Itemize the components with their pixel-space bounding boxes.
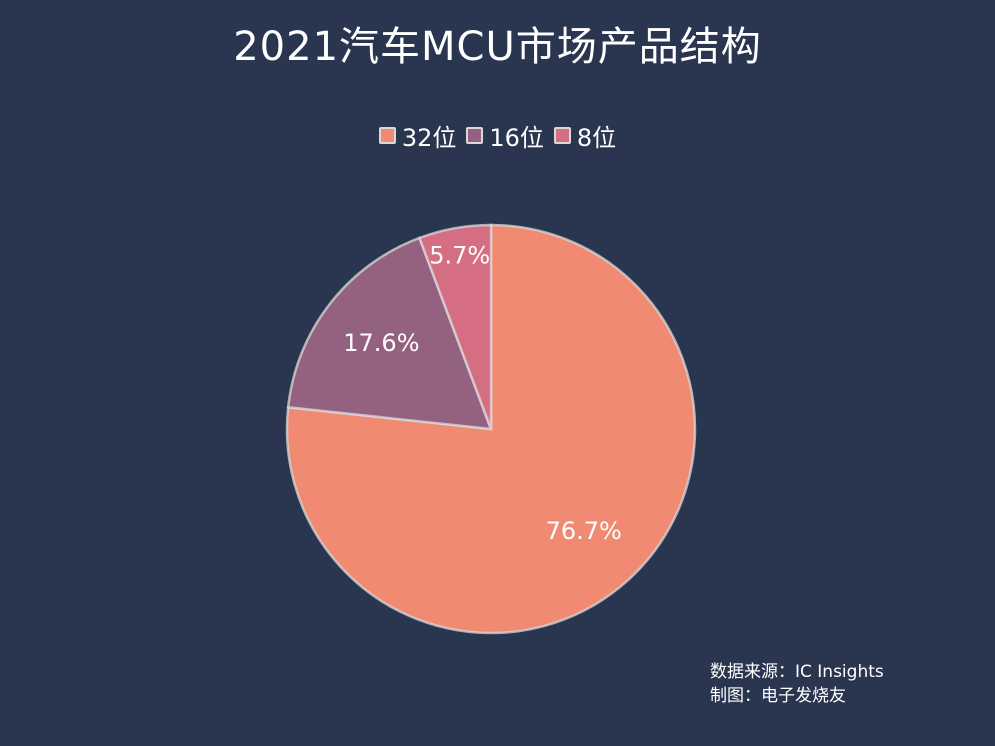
legend-item-32bit[interactable]: 32位 xyxy=(378,118,457,153)
pie-label-8bit: 5.7% xyxy=(429,241,490,269)
pie-slice-16bit[interactable] xyxy=(286,236,493,431)
source-line-data: 数据来源：IC Insights xyxy=(710,662,884,682)
pie-label-16bit: 17.6% xyxy=(343,329,419,357)
pie-label-32bit: 76.7% xyxy=(546,517,622,545)
legend-item-8bit[interactable]: 8位 xyxy=(553,118,617,153)
legend-label-16bit: 16位 xyxy=(489,124,544,152)
chart-title: 2021汽车MCU市场产品结构 xyxy=(233,24,762,70)
legend: 32位 16位 8位 xyxy=(0,118,995,153)
source-note: 数据来源：IC Insights 制图：电子发烧友 xyxy=(710,660,884,708)
legend-swatch-8bit xyxy=(553,127,571,144)
legend-item-16bit[interactable]: 16位 xyxy=(466,118,544,153)
legend-swatch-32bit xyxy=(378,127,396,144)
source-line-credit: 制图：电子发烧友 xyxy=(710,686,846,706)
legend-label-8bit: 8位 xyxy=(576,124,617,152)
legend-label-32bit: 32位 xyxy=(401,124,457,152)
pie-slice-8bit[interactable] xyxy=(417,223,493,430)
legend-swatch-16bit xyxy=(466,127,484,144)
